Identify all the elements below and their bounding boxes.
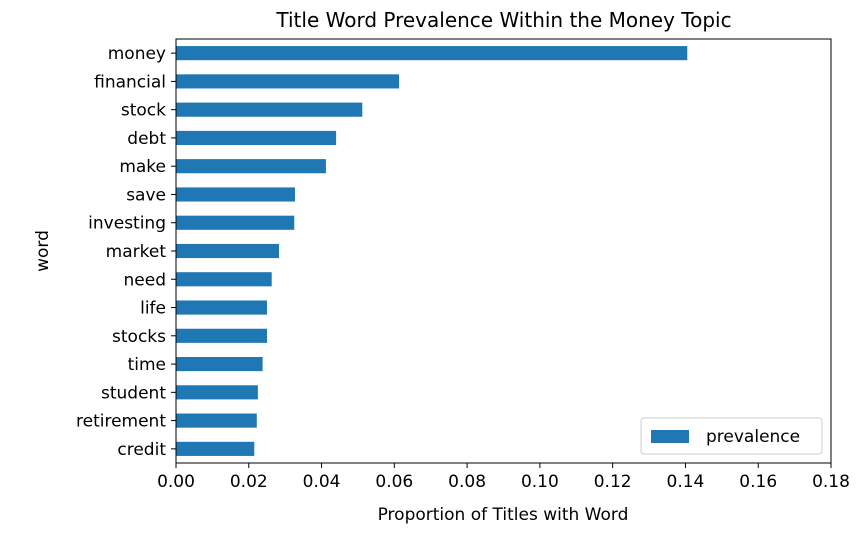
x-tick-label: 0.02: [230, 472, 268, 492]
bar-life: [176, 300, 267, 315]
x-tick-label: 0.14: [667, 472, 705, 492]
bar-debt: [176, 130, 337, 145]
y-axis-label: word: [33, 230, 53, 272]
y-tick-label: stocks: [112, 327, 166, 347]
bar-stocks: [176, 328, 267, 343]
bar-credit: [176, 441, 255, 456]
legend-frame: [640, 417, 823, 455]
bar-market: [176, 243, 279, 259]
bar-make: [176, 159, 326, 174]
y-tick-label: save: [126, 185, 166, 205]
bar-need: [176, 272, 272, 287]
bar-student: [176, 385, 258, 400]
legend-swatch: [651, 430, 689, 443]
y-tick-label: student: [101, 383, 166, 403]
y-tick-label: credit: [117, 440, 166, 460]
x-axis-label: Proportion of Titles with Word: [378, 505, 629, 525]
bar-money: [176, 46, 688, 61]
plot-area-frame: [175, 38, 832, 464]
bar-stock: [176, 102, 363, 117]
x-tick-label: 0.12: [594, 472, 632, 492]
y-tick-label: stock: [121, 101, 166, 121]
x-tick-label: 0.06: [375, 472, 413, 492]
x-tick-label: 0.04: [303, 472, 341, 492]
y-tick-label: time: [128, 355, 166, 375]
y-tick-label: debt: [127, 129, 166, 149]
x-tick-label: 0.16: [739, 472, 777, 492]
legend: prevalence: [640, 417, 823, 455]
bar-financial: [176, 74, 400, 89]
x-tick-label: 0.08: [448, 472, 486, 492]
y-tick-label: retirement: [76, 412, 166, 432]
bar-time: [176, 357, 263, 372]
bar-retirement: [176, 413, 257, 428]
bar-investing: [176, 215, 295, 230]
y-tick-label: need: [124, 270, 166, 290]
bars-group: [176, 46, 688, 456]
y-axis-ticks: money financial stock debt make save investing…: [76, 44, 176, 460]
x-tick-label: 0.18: [812, 472, 850, 492]
y-tick-label: financial: [94, 72, 166, 92]
chart-title: Title Word Prevalence Within the Money T…: [275, 8, 731, 32]
x-axis-ticks: 0.00 0.02 0.04 0.06 0.08 0.10 0.12 0.14 0.16 0.18: [157, 463, 850, 492]
x-tick-label: 0.00: [157, 472, 195, 492]
y-tick-label: money: [108, 44, 166, 64]
y-tick-label: make: [119, 157, 166, 177]
y-tick-label: market: [106, 242, 167, 262]
bar-save: [176, 187, 295, 202]
y-tick-label: investing: [88, 214, 166, 234]
legend-label: prevalence: [706, 427, 800, 447]
y-tick-label: life: [140, 299, 166, 319]
x-tick-label: 0.10: [521, 472, 559, 492]
